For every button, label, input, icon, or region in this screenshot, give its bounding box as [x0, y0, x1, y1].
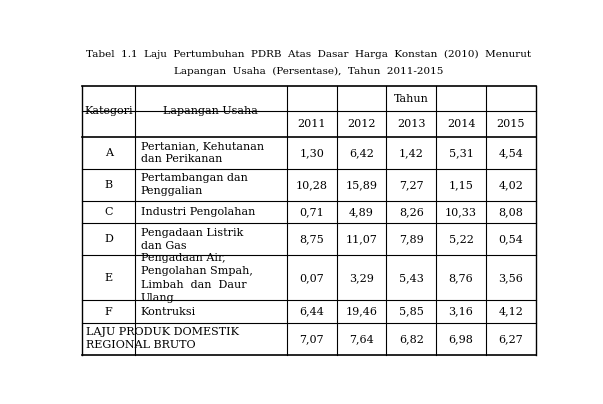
Text: 8,76: 8,76 [449, 273, 473, 283]
Text: 1,42: 1,42 [399, 148, 424, 158]
Text: 2011: 2011 [297, 119, 326, 129]
Text: Pengadaan Listrik
dan Gas: Pengadaan Listrik dan Gas [140, 228, 243, 251]
Text: LAJU PRODUK DOMESTIK
REGIONAL BRUTO: LAJU PRODUK DOMESTIK REGIONAL BRUTO [86, 327, 239, 351]
Text: Pertambangan dan
Penggalian: Pertambangan dan Penggalian [140, 173, 247, 196]
Text: 2012: 2012 [347, 119, 376, 129]
Text: 0,54: 0,54 [498, 234, 523, 244]
Text: Kategori: Kategori [84, 106, 133, 116]
Text: 4,89: 4,89 [349, 207, 374, 217]
Text: 4,12: 4,12 [498, 307, 523, 317]
Text: 2015: 2015 [496, 119, 525, 129]
Text: 5,31: 5,31 [449, 148, 473, 158]
Text: 2013: 2013 [397, 119, 426, 129]
Text: 10,33: 10,33 [445, 207, 477, 217]
Text: C: C [104, 207, 113, 217]
Text: A: A [105, 148, 113, 158]
Text: 3,16: 3,16 [449, 307, 473, 317]
Text: Pengadaan Air,
Pengolahan Smpah,
Limbah  dan  Daur
Ulang: Pengadaan Air, Pengolahan Smpah, Limbah … [140, 253, 253, 303]
Text: 0,71: 0,71 [300, 207, 324, 217]
Text: 4,54: 4,54 [498, 148, 523, 158]
Text: 7,07: 7,07 [300, 334, 324, 344]
Text: 15,89: 15,89 [346, 180, 377, 190]
Text: 3,29: 3,29 [349, 273, 374, 283]
Text: 2014: 2014 [447, 119, 475, 129]
Text: 8,26: 8,26 [399, 207, 424, 217]
Text: 0,07: 0,07 [300, 273, 324, 283]
Text: F: F [105, 307, 113, 317]
Text: 3,56: 3,56 [498, 273, 523, 283]
Text: Tahun: Tahun [394, 94, 429, 103]
Text: Pertanian, Kehutanan
dan Perikanan: Pertanian, Kehutanan dan Perikanan [140, 141, 264, 164]
Text: 8,75: 8,75 [300, 234, 324, 244]
Text: 5,22: 5,22 [449, 234, 473, 244]
Text: 1,30: 1,30 [299, 148, 324, 158]
Text: 5,43: 5,43 [399, 273, 424, 283]
Text: 7,27: 7,27 [399, 180, 424, 190]
Text: 4,02: 4,02 [498, 180, 523, 190]
Text: 7,64: 7,64 [349, 334, 374, 344]
Text: 5,85: 5,85 [399, 307, 424, 317]
Text: Industri Pengolahan: Industri Pengolahan [140, 207, 255, 217]
Text: Tabel  1.1  Laju  Pertumbuhan  PDRB  Atas  Dasar  Harga  Konstan  (2010)  Menuru: Tabel 1.1 Laju Pertumbuhan PDRB Atas Das… [86, 50, 532, 59]
Text: B: B [104, 180, 113, 190]
Text: D: D [104, 234, 113, 244]
Text: 1,15: 1,15 [449, 180, 473, 190]
Text: E: E [104, 273, 113, 283]
Text: 6,44: 6,44 [299, 307, 324, 317]
Text: 6,82: 6,82 [399, 334, 424, 344]
Text: 6,27: 6,27 [499, 334, 523, 344]
Text: 11,07: 11,07 [346, 234, 377, 244]
Text: 19,46: 19,46 [346, 307, 377, 317]
Text: Lapangan Usaha: Lapangan Usaha [163, 106, 258, 116]
Text: 6,98: 6,98 [449, 334, 473, 344]
Text: 10,28: 10,28 [296, 180, 328, 190]
Text: Lapangan  Usaha  (Persentase),  Tahun  2011-2015: Lapangan Usaha (Persentase), Tahun 2011-… [174, 67, 444, 76]
Text: 7,89: 7,89 [399, 234, 424, 244]
Text: 8,08: 8,08 [498, 207, 523, 217]
Text: Kontruksi: Kontruksi [140, 307, 196, 317]
Text: 6,42: 6,42 [349, 148, 374, 158]
